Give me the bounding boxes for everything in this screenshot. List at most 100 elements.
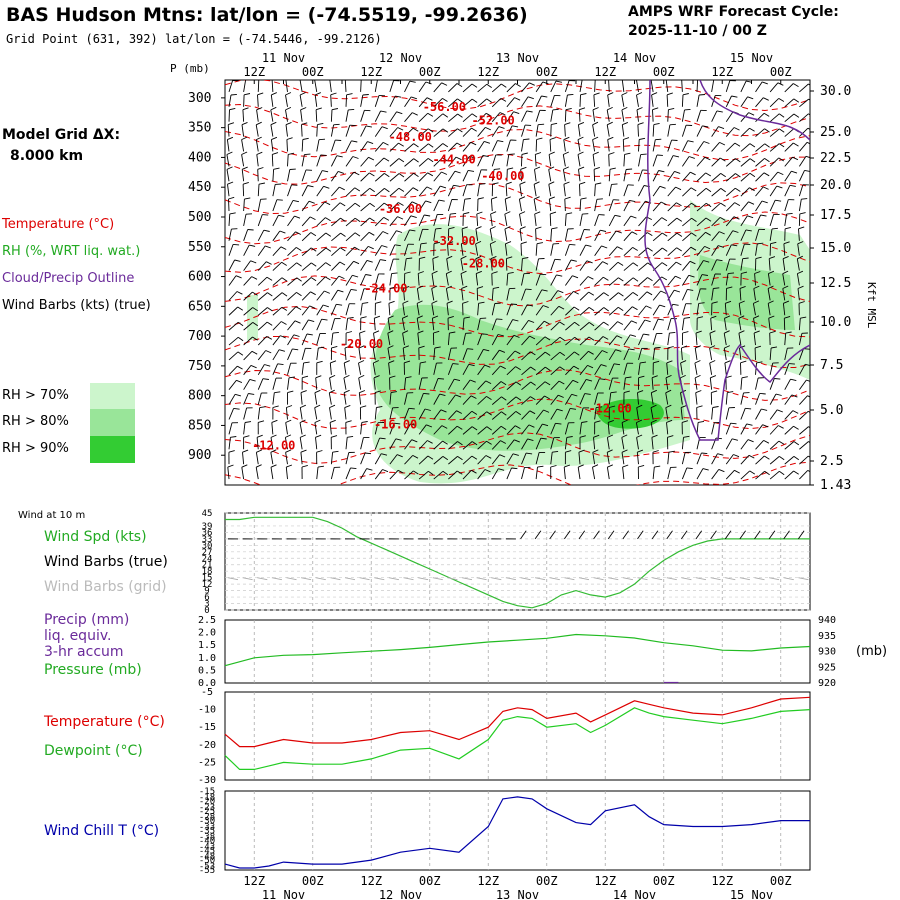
- wind-barb-flag: [431, 300, 438, 304]
- wind-barb-shaft: [316, 232, 327, 242]
- wind-barb-flag: [478, 301, 485, 304]
- wind-barb-shaft: [769, 171, 779, 182]
- wind-barb-flag: [471, 98, 478, 103]
- wind-barb: [241, 121, 248, 137]
- wind-barb: [521, 410, 536, 420]
- wind-barb-flag: [638, 375, 645, 379]
- wind-barb-flag: [622, 405, 629, 408]
- wind-barb: [638, 333, 650, 346]
- wind-barb-shaft: [272, 306, 283, 316]
- wind-barb: [711, 245, 724, 256]
- wind-barb: [404, 229, 416, 241]
- wind-barb-shaft: [257, 169, 259, 182]
- grid-wind-barb: [242, 577, 253, 581]
- wind-barb-flag: [344, 404, 351, 409]
- wind-barb-flag: [237, 306, 244, 311]
- wind-barb-flag: [584, 393, 591, 395]
- wind-barb: [711, 273, 722, 286]
- wind-barb-shaft: [769, 128, 780, 137]
- wind-barb-shaft: [360, 288, 365, 301]
- wind-barb: [535, 336, 551, 346]
- wind-barb-flag: [359, 390, 366, 394]
- wind-barb-shaft: [243, 199, 245, 212]
- wind-barb-shaft: [374, 202, 385, 212]
- wind-barb-shaft: [433, 128, 444, 137]
- wind-barb-shaft: [725, 173, 736, 182]
- wind-barb: [607, 136, 614, 152]
- legend-rh90-swatch: [90, 436, 135, 463]
- wind-barb-flag: [359, 330, 366, 334]
- pressure-tick-label: 925: [818, 662, 836, 673]
- wind-barb-flag: [446, 255, 453, 260]
- wind-barb: [330, 435, 338, 450]
- wind-barb: [389, 187, 405, 197]
- wind-barb-shaft: [696, 187, 707, 197]
- wind-barb-shaft: [638, 333, 644, 346]
- wind-barb-shaft: [287, 247, 297, 257]
- wind-barb: [782, 300, 790, 316]
- wind-barb: [374, 259, 387, 271]
- wind-barb: [637, 390, 644, 405]
- wind-barb: [491, 83, 507, 93]
- wind-barb-flag: [767, 285, 774, 289]
- wind-barb-flag: [797, 255, 803, 260]
- wind-barb: [638, 347, 648, 361]
- wind-barb: [565, 336, 580, 346]
- wind10-title: Wind at 10 m: [18, 510, 86, 521]
- wind-barb-shaft: [711, 259, 718, 271]
- wind-barb-flag: [493, 286, 500, 289]
- wind-barb-shaft: [521, 258, 523, 271]
- wind-barb: [330, 466, 341, 480]
- wind-barb-shaft: [769, 393, 777, 405]
- wind-barb: [287, 152, 295, 167]
- wind-barb: [594, 321, 609, 331]
- wind-barb-shaft: [579, 291, 590, 301]
- isotherm-line: [225, 242, 810, 275]
- wind-barb-shaft: [579, 422, 582, 435]
- wind-barb-flag: [614, 214, 621, 217]
- wind-barb-shaft: [638, 216, 647, 227]
- wind-barb: [608, 183, 618, 197]
- wind-barb: [521, 110, 533, 122]
- wind-barb-shaft: [564, 109, 567, 122]
- wind-barb-shaft: [477, 349, 484, 361]
- wind-barb-flag: [470, 141, 477, 146]
- wind-barb: [564, 93, 574, 107]
- wind-barb-flag: [293, 334, 300, 337]
- wind-barb: [243, 322, 258, 331]
- wind-barb-shaft: [476, 213, 479, 226]
- height-tick-label: 17.5: [820, 208, 851, 223]
- wind-barb-shaft: [228, 275, 237, 286]
- wind-barb-flag: [574, 336, 580, 342]
- wind-barb-shaft: [228, 259, 235, 271]
- wind-barb-shaft: [652, 124, 655, 137]
- grid-wind-barb: [666, 577, 677, 581]
- wind-barb-shaft: [477, 426, 488, 435]
- wind-barb: [638, 169, 649, 182]
- wind-barb-flag: [368, 231, 375, 236]
- wind-barb-flag: [610, 391, 617, 394]
- wind-barb: [506, 153, 515, 167]
- wind-barb-flag: [747, 96, 754, 100]
- wind-barb-shaft: [709, 377, 713, 390]
- wind-barb-shaft: [272, 215, 279, 227]
- wind-barb: [287, 292, 302, 301]
- wind-barb: [769, 393, 782, 405]
- wind-barb-shaft: [343, 377, 347, 390]
- wind-tick-label: 0: [204, 606, 209, 616]
- wind-barb: [316, 201, 331, 212]
- wind-barb-shaft: [784, 363, 790, 375]
- wind-barb: [769, 241, 777, 256]
- wind-barb-shaft: [506, 411, 517, 420]
- wind-barb-flag: [262, 214, 269, 216]
- top-date-label: 12 Nov: [379, 51, 422, 65]
- wind-barb-flag: [669, 331, 676, 334]
- wind-barb: [300, 449, 307, 465]
- wind-barb-shaft: [725, 469, 735, 480]
- wind-barb-shaft: [460, 273, 464, 286]
- wind-barb: [681, 420, 689, 435]
- wind-barb-flag: [339, 186, 345, 191]
- wind-barb-shaft: [711, 80, 715, 92]
- wind-barb-flag: [427, 172, 434, 177]
- wind-barb-shaft: [608, 363, 615, 375]
